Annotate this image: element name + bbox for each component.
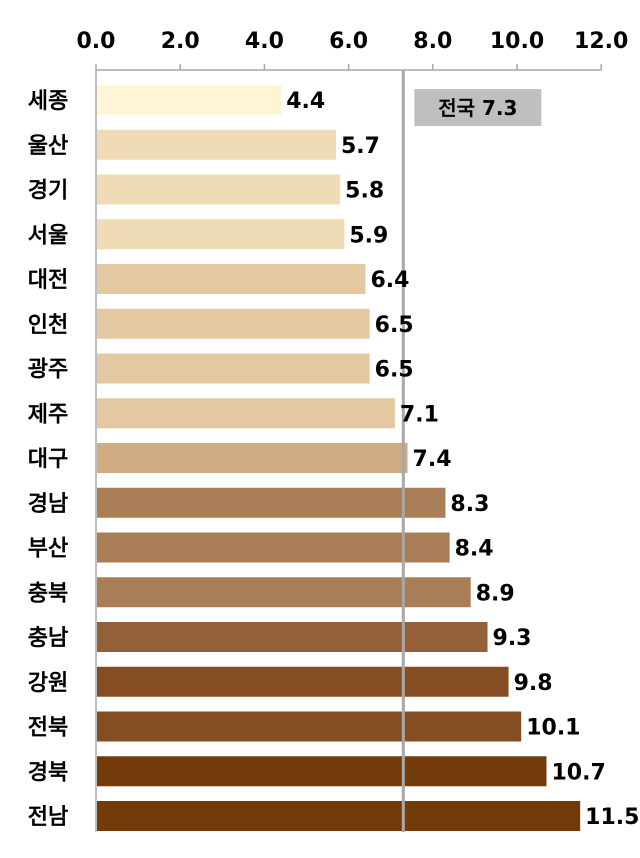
category-label: 충남 xyxy=(28,626,68,651)
x-tick-label: 8.0 xyxy=(413,29,452,54)
data-label: 8.3 xyxy=(450,492,489,517)
bar xyxy=(97,264,366,294)
x-axis: 0.0 2.0 4.0 6.0 8.0 10.0 12.0 xyxy=(77,29,628,832)
category-label: 전남 xyxy=(28,805,68,830)
bar xyxy=(97,801,581,831)
x-tick-label: 0.0 xyxy=(77,29,116,54)
category-label: 인천 xyxy=(28,313,68,338)
bar xyxy=(97,711,522,742)
data-label: 6.5 xyxy=(375,313,414,338)
data-label: 9.8 xyxy=(514,671,553,696)
bar xyxy=(97,85,282,115)
data-label: 5.8 xyxy=(345,179,384,204)
category-label: 부산 xyxy=(28,537,68,562)
bar xyxy=(97,622,488,652)
category-label: 울산 xyxy=(28,134,68,159)
bar xyxy=(97,443,408,473)
bar xyxy=(97,487,446,518)
bar xyxy=(97,308,370,339)
bar xyxy=(97,398,395,429)
category-label: 전북 xyxy=(28,716,68,741)
data-label: 7.1 xyxy=(400,402,439,427)
data-label: 7.4 xyxy=(413,447,452,472)
x-tick-label: 12.0 xyxy=(574,29,628,54)
category-label: 대전 xyxy=(28,268,68,293)
bar xyxy=(97,666,509,697)
category-label: 광주 xyxy=(28,358,68,383)
category-label: 경북 xyxy=(28,760,68,785)
category-label: 경남 xyxy=(28,492,68,517)
national-average: 전국 7.3 xyxy=(401,70,542,832)
data-label: 8.4 xyxy=(455,537,494,562)
bar xyxy=(97,353,370,384)
data-label: 5.9 xyxy=(349,223,388,248)
reference-label: 전국 7.3 xyxy=(438,96,517,120)
bar xyxy=(97,129,336,160)
data-label: 10.7 xyxy=(551,760,605,785)
bar xyxy=(97,219,345,250)
x-tick-label: 4.0 xyxy=(245,29,284,54)
bar xyxy=(97,577,471,608)
data-label: 9.3 xyxy=(493,626,532,651)
data-label: 6.4 xyxy=(370,268,409,293)
data-label: 6.5 xyxy=(375,358,414,383)
bar xyxy=(97,532,450,563)
labels: 세종 4.4 울산 5.7 경기 5.8 서울 5.9 대전 6.4 인천 6.5 광주 6.5 제주 7.1… xyxy=(28,89,640,830)
data-label: 4.4 xyxy=(286,89,325,114)
bars xyxy=(97,85,581,831)
category-label: 강원 xyxy=(28,671,68,696)
x-tick-label: 6.0 xyxy=(329,29,368,54)
category-label: 경기 xyxy=(28,179,68,204)
data-label: 8.9 xyxy=(476,581,515,606)
data-label: 11.5 xyxy=(585,805,639,830)
category-label: 충북 xyxy=(28,581,68,606)
category-label: 대구 xyxy=(28,447,68,472)
x-tick-label: 2.0 xyxy=(161,29,200,54)
bar xyxy=(97,174,341,205)
x-tick-label: 10.0 xyxy=(490,29,544,54)
reference-label-box xyxy=(414,89,542,126)
bar xyxy=(97,756,547,787)
data-label: 10.1 xyxy=(526,716,580,741)
data-label: 5.7 xyxy=(341,134,380,159)
category-label: 세종 xyxy=(28,89,68,114)
category-label: 서울 xyxy=(28,223,68,248)
category-label: 제주 xyxy=(28,402,68,427)
